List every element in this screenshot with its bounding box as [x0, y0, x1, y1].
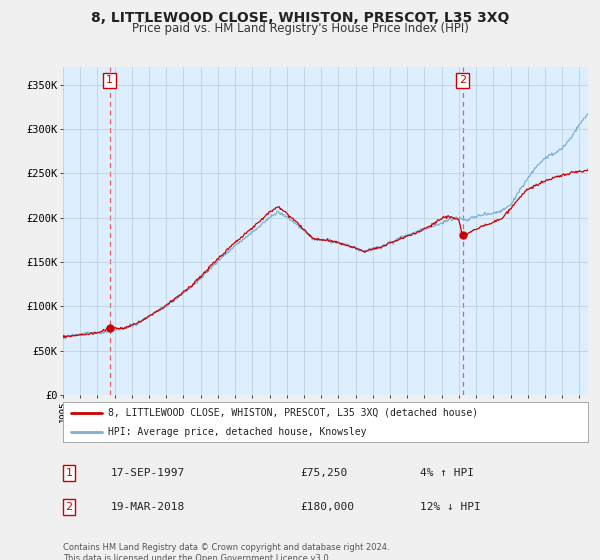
Text: 2: 2 — [459, 76, 466, 86]
Text: £75,250: £75,250 — [300, 468, 347, 478]
Text: 8, LITTLEWOOD CLOSE, WHISTON, PRESCOT, L35 3XQ: 8, LITTLEWOOD CLOSE, WHISTON, PRESCOT, L… — [91, 11, 509, 25]
Text: £180,000: £180,000 — [300, 502, 354, 512]
Text: 12% ↓ HPI: 12% ↓ HPI — [420, 502, 481, 512]
Text: 1: 1 — [65, 468, 73, 478]
Text: 17-SEP-1997: 17-SEP-1997 — [111, 468, 185, 478]
Text: 2: 2 — [65, 502, 73, 512]
Text: 1: 1 — [106, 76, 113, 86]
Text: Contains HM Land Registry data © Crown copyright and database right 2024.
This d: Contains HM Land Registry data © Crown c… — [63, 543, 389, 560]
Text: 8, LITTLEWOOD CLOSE, WHISTON, PRESCOT, L35 3XQ (detached house): 8, LITTLEWOOD CLOSE, WHISTON, PRESCOT, L… — [107, 408, 478, 418]
Text: 19-MAR-2018: 19-MAR-2018 — [111, 502, 185, 512]
Text: HPI: Average price, detached house, Knowsley: HPI: Average price, detached house, Know… — [107, 427, 366, 437]
Text: Price paid vs. HM Land Registry's House Price Index (HPI): Price paid vs. HM Land Registry's House … — [131, 22, 469, 35]
Text: 4% ↑ HPI: 4% ↑ HPI — [420, 468, 474, 478]
